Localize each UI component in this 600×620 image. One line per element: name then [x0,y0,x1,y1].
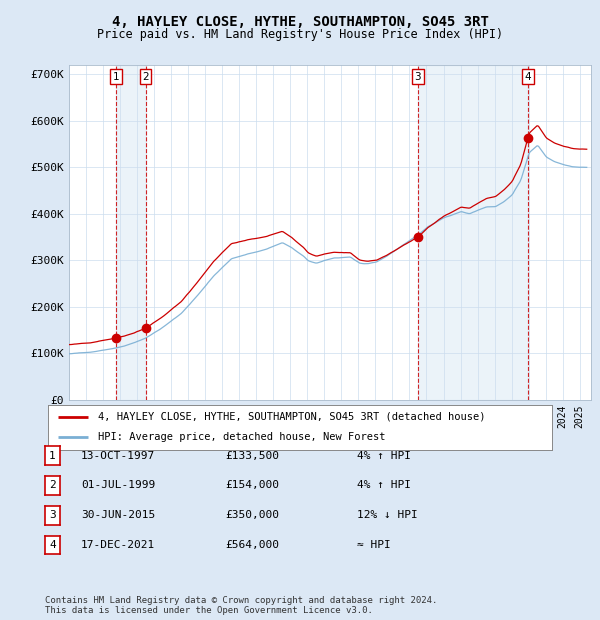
Text: 4: 4 [524,72,531,82]
Text: Contains HM Land Registry data © Crown copyright and database right 2024.
This d: Contains HM Land Registry data © Crown c… [45,596,437,615]
Text: 4, HAYLEY CLOSE, HYTHE, SOUTHAMPTON, SO45 3RT: 4, HAYLEY CLOSE, HYTHE, SOUTHAMPTON, SO4… [112,16,488,30]
Text: £133,500: £133,500 [225,451,279,461]
Text: 3: 3 [49,510,56,520]
Text: 4: 4 [49,540,56,550]
Text: 1: 1 [49,451,56,461]
Text: 13-OCT-1997: 13-OCT-1997 [81,451,155,461]
Text: 17-DEC-2021: 17-DEC-2021 [81,540,155,550]
Text: 3: 3 [415,72,421,82]
Text: Price paid vs. HM Land Registry's House Price Index (HPI): Price paid vs. HM Land Registry's House … [97,28,503,41]
Text: HPI: Average price, detached house, New Forest: HPI: Average price, detached house, New … [98,432,386,443]
Text: £564,000: £564,000 [225,540,279,550]
Text: 30-JUN-2015: 30-JUN-2015 [81,510,155,520]
Text: £154,000: £154,000 [225,480,279,490]
Text: ≈ HPI: ≈ HPI [357,540,391,550]
Bar [116,65,146,400]
Text: 4% ↑ HPI: 4% ↑ HPI [357,451,411,461]
Bar [418,65,528,400]
Text: 12% ↓ HPI: 12% ↓ HPI [357,510,418,520]
Text: £350,000: £350,000 [225,510,279,520]
Text: 2: 2 [142,72,149,82]
Text: 1: 1 [113,72,119,82]
Text: 2: 2 [49,480,56,490]
Text: 4, HAYLEY CLOSE, HYTHE, SOUTHAMPTON, SO45 3RT (detached house): 4, HAYLEY CLOSE, HYTHE, SOUTHAMPTON, SO4… [98,412,486,422]
Text: 4% ↑ HPI: 4% ↑ HPI [357,480,411,490]
Text: 01-JUL-1999: 01-JUL-1999 [81,480,155,490]
